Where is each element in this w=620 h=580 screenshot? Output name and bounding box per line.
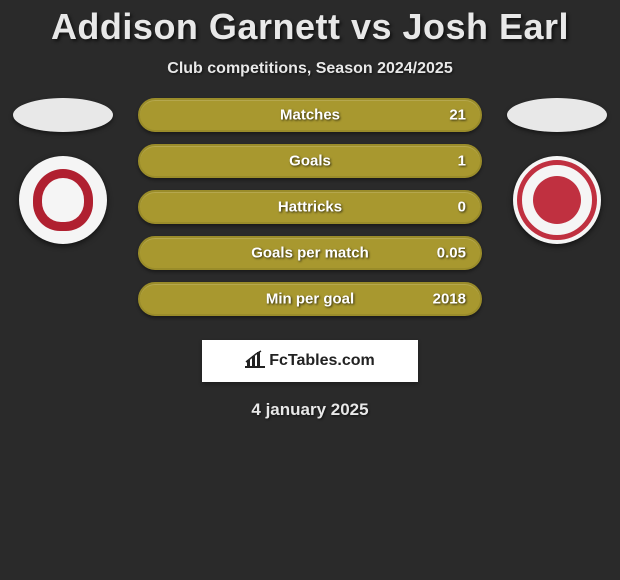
stat-label: Hattricks [278, 199, 342, 216]
stat-value-right: 1 [458, 153, 466, 170]
stat-label: Goals [289, 153, 331, 170]
player-right-column [502, 98, 612, 244]
watermark-text: FcTables.com [269, 352, 375, 370]
stat-value-right: 0 [458, 199, 466, 216]
chart-icon [245, 350, 265, 373]
footer-date: 4 january 2025 [0, 400, 620, 420]
player-left-photo [13, 98, 113, 132]
stat-label: Min per goal [266, 291, 354, 308]
comparison-panel: Matches 21 Goals 1 Hattricks 0 Goals per… [0, 98, 620, 420]
stat-row-matches: Matches 21 [138, 98, 482, 132]
stat-value-right: 2018 [433, 291, 466, 308]
player-right-photo [507, 98, 607, 132]
stat-row-goals: Goals 1 [138, 144, 482, 178]
page-subtitle: Club competitions, Season 2024/2025 [0, 60, 620, 78]
page-title: Addison Garnett vs Josh Earl [0, 0, 620, 48]
stat-label: Matches [280, 107, 340, 124]
player-left-column [8, 98, 118, 244]
stat-label: Goals per match [251, 245, 369, 262]
club-badge-left [19, 156, 107, 244]
stat-row-min-per-goal: Min per goal 2018 [138, 282, 482, 316]
stat-row-goals-per-match: Goals per match 0.05 [138, 236, 482, 270]
stats-bars: Matches 21 Goals 1 Hattricks 0 Goals per… [138, 98, 482, 316]
club-badge-right [513, 156, 601, 244]
stat-value-right: 21 [449, 107, 466, 124]
stat-value-right: 0.05 [437, 245, 466, 262]
stat-row-hattricks: Hattricks 0 [138, 190, 482, 224]
watermark: FcTables.com [202, 340, 418, 382]
